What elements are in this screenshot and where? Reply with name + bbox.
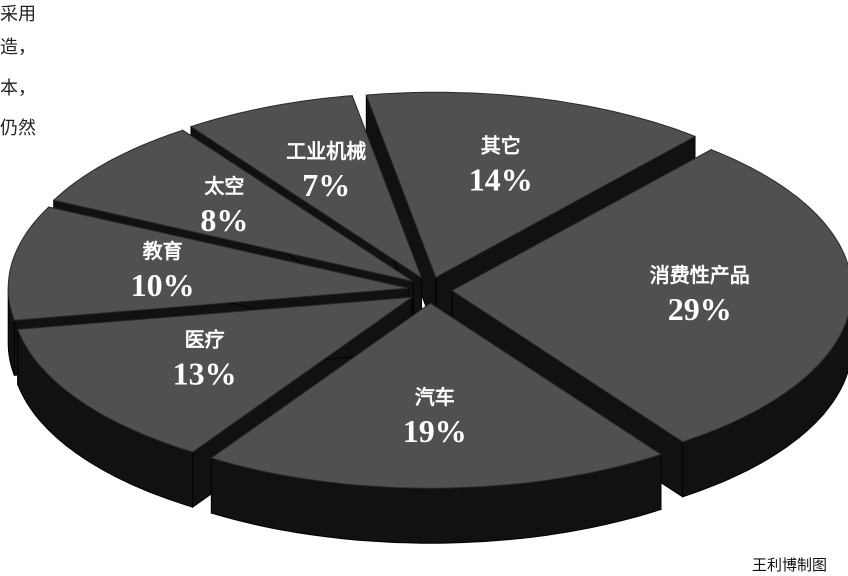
slice-top: [16, 296, 414, 453]
value-label: 8%: [200, 202, 248, 238]
category-label: 其它: [481, 134, 521, 158]
side-text: 仍然: [0, 118, 36, 139]
slice: [451, 148, 848, 498]
category-label: 消费性产品: [650, 263, 750, 287]
category-label: 太空: [204, 174, 244, 198]
side-text: 造，: [0, 37, 36, 58]
category-label: 汽车: [415, 385, 455, 409]
value-label: 13%: [173, 355, 237, 391]
side-text: 本，: [0, 78, 36, 99]
side-text: 采用: [0, 4, 36, 25]
slice-top: [451, 149, 848, 443]
slice-top: [52, 129, 414, 282]
category-label: 工业机械: [286, 139, 366, 163]
slice: [210, 302, 663, 544]
value-label: 14%: [469, 162, 533, 198]
value-label: 19%: [403, 413, 467, 449]
category-label: 教育: [143, 239, 183, 263]
slice-top: [189, 95, 423, 280]
slice-top: [210, 302, 663, 489]
slice-top: [7, 206, 409, 321]
value-label: 7%: [302, 167, 350, 203]
value-label: 29%: [668, 291, 732, 327]
slice-top: [365, 91, 697, 279]
category-label: 医疗: [185, 327, 225, 351]
value-label: 10%: [131, 267, 195, 303]
credit: 王利博制图: [752, 556, 827, 574]
